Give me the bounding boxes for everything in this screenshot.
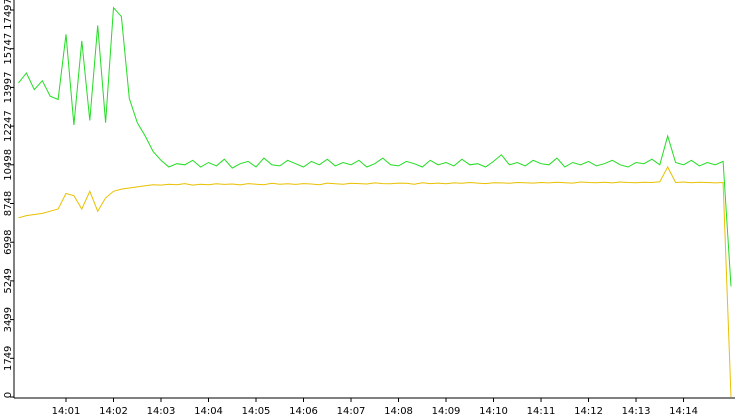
x-tick-label: 14:14: [669, 406, 698, 415]
x-tick-label: 14:07: [337, 406, 366, 415]
y-tick-label: 3499: [3, 307, 14, 332]
y-tick-label: 1749: [3, 346, 14, 371]
y-tick-label: 5249: [3, 268, 14, 293]
x-tick-label: 14:13: [622, 406, 651, 415]
y-tick-label: 8748: [3, 191, 14, 216]
x-tick-label: 14:06: [289, 406, 318, 415]
x-tick-label: 14:09: [432, 406, 461, 415]
x-tick-label: 14:08: [384, 406, 413, 415]
y-tick-label: 10498: [3, 149, 14, 181]
y-tick-label: 17497: [3, 0, 14, 30]
x-tick-label: 14:12: [574, 406, 603, 415]
x-tick-label: 14:04: [194, 406, 223, 415]
x-tick-label: 14:05: [242, 406, 271, 415]
y-tick-label: 15747: [3, 33, 14, 65]
series-line: [18, 6, 732, 287]
y-tick-label: 0: [3, 392, 14, 398]
series-line: [18, 165, 732, 398]
x-tick-label: 14:10: [479, 406, 508, 415]
x-tick-label: 14:03: [147, 406, 176, 415]
y-tick-label: 13997: [3, 72, 14, 104]
x-tick-label: 14:11: [527, 406, 556, 415]
x-tick-label: 14:02: [99, 406, 128, 415]
x-tick-label: 14:01: [52, 406, 81, 415]
y-tick-label: 12247: [3, 110, 14, 142]
y-tick-label: 6998: [3, 229, 14, 254]
